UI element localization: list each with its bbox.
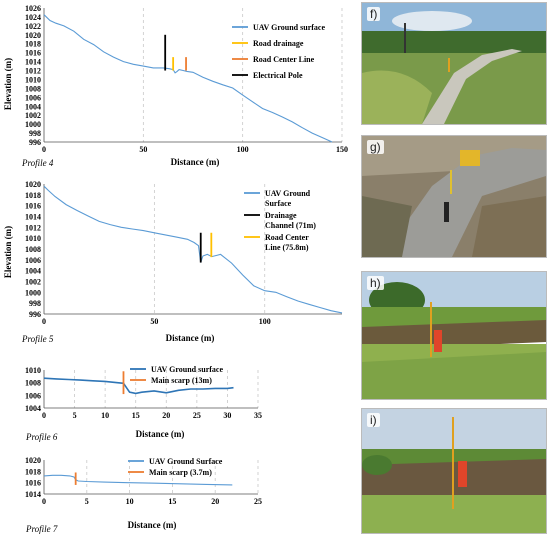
photo-h: h) bbox=[361, 271, 547, 400]
photo-i: i) bbox=[361, 408, 547, 534]
x-tick-label: 5 bbox=[73, 411, 77, 420]
x-tick-label: 30 bbox=[223, 411, 231, 420]
y-tick-label: 1012 bbox=[25, 223, 41, 232]
y-tick-label: 1016 bbox=[25, 202, 41, 211]
y-tick-label: 996 bbox=[29, 138, 41, 147]
y-tick-label: 1004 bbox=[25, 102, 41, 111]
legend-entry: Road Center Line bbox=[253, 55, 315, 64]
legend-entry: Road Center Line (75.8m) bbox=[265, 233, 309, 252]
x-tick-label: 0 bbox=[42, 411, 46, 420]
y-tick-label: 1014 bbox=[25, 58, 41, 67]
profile-6-label: Profile 6 bbox=[25, 432, 58, 442]
y-tick-label: 1010 bbox=[25, 234, 41, 243]
x-tick-label: 50 bbox=[139, 145, 147, 154]
series-line bbox=[43, 377, 234, 395]
scarp-field-photo bbox=[362, 272, 546, 399]
series-line bbox=[43, 185, 343, 314]
y-tick-label: 1026 bbox=[25, 4, 41, 13]
profile-5-ylabel: Elevation (m) bbox=[3, 226, 13, 278]
photo-g: g) bbox=[361, 135, 547, 258]
y-tick-label: 1020 bbox=[25, 31, 41, 40]
y-tick-label: 1006 bbox=[25, 93, 41, 102]
legend-entry: Drainage Channel (71m) bbox=[265, 211, 316, 230]
profile-6-xlabel: Distance (m) bbox=[136, 429, 185, 439]
profile-4-chart: 0 50 100 1509969981000100210041006100810101… bbox=[3, 4, 348, 168]
profile-7-label: Profile 7 bbox=[25, 524, 58, 534]
x-tick-label: 0 bbox=[42, 317, 46, 326]
y-tick-label: 1014 bbox=[25, 213, 41, 222]
x-tick-label: 20 bbox=[211, 497, 219, 506]
legend-entry: Road drainage bbox=[253, 39, 304, 48]
x-tick-label: 25 bbox=[254, 497, 262, 506]
y-tick-label: 1004 bbox=[25, 267, 41, 276]
y-tick-label: 1010 bbox=[25, 75, 41, 84]
profile-6-chart: 0 5 10 15 20 25 30 35 1004 1006 1008 1010 UAV Groun… bbox=[25, 365, 262, 442]
profile-7-xlabel: Distance (m) bbox=[128, 520, 177, 530]
legend-entry: UAV Ground surface bbox=[151, 365, 223, 374]
x-tick-label: 100 bbox=[237, 145, 249, 154]
road-truck-photo bbox=[362, 136, 546, 257]
y-tick-label: 1016 bbox=[25, 479, 41, 488]
x-tick-label: 10 bbox=[126, 497, 134, 506]
y-tick-label: 998 bbox=[29, 129, 41, 138]
photo-f-label: f) bbox=[367, 7, 381, 21]
y-tick-label: 1024 bbox=[25, 13, 41, 22]
y-tick-label: 1000 bbox=[25, 120, 41, 129]
x-tick-label: 35 bbox=[254, 411, 262, 420]
legend-entry: Main scarp (13m) bbox=[151, 376, 212, 385]
profile-4-xlabel: Distance (m) bbox=[171, 157, 220, 167]
x-tick-label: 50 bbox=[150, 317, 158, 326]
x-tick-label: 150 bbox=[336, 145, 348, 154]
profile-5-label: Profile 5 bbox=[21, 334, 54, 344]
y-tick-label: 1022 bbox=[25, 22, 41, 31]
profile-4-label: Profile 4 bbox=[21, 158, 54, 168]
y-tick-label: 1012 bbox=[25, 67, 41, 76]
y-tick-label: 1004 bbox=[25, 404, 41, 413]
profile-5-xlabel: Distance (m) bbox=[166, 333, 215, 343]
profile-4-ylabel: Elevation (m) bbox=[3, 58, 13, 110]
x-tick-label: 25 bbox=[193, 411, 201, 420]
y-tick-label: 998 bbox=[29, 299, 41, 308]
photo-i-label: i) bbox=[367, 413, 380, 427]
y-tick-label: 1018 bbox=[25, 467, 41, 476]
y-tick-label: 1010 bbox=[25, 366, 41, 375]
y-tick-label: 1008 bbox=[25, 379, 41, 388]
legend-entry: Main scarp (3.7m) bbox=[149, 468, 212, 477]
photo-f: f) bbox=[361, 2, 547, 125]
y-tick-label: 1002 bbox=[25, 111, 41, 120]
x-tick-label: 10 bbox=[101, 411, 109, 420]
x-tick-label: 15 bbox=[132, 411, 140, 420]
y-tick-label: 1016 bbox=[25, 49, 41, 58]
photo-h-label: h) bbox=[367, 276, 384, 290]
x-tick-label: 20 bbox=[162, 411, 170, 420]
x-tick-label: 5 bbox=[85, 497, 89, 506]
y-tick-label: 996 bbox=[29, 310, 41, 319]
x-tick-label: 15 bbox=[168, 497, 176, 506]
y-tick-label: 1006 bbox=[25, 391, 41, 400]
profile-7-chart: 0 5 10 15 20 25 1014 1016 1018 1020 UAV Ground Su… bbox=[25, 456, 262, 534]
y-tick-label: 1000 bbox=[25, 288, 41, 297]
legend-entry: UAV Ground Surface bbox=[149, 457, 223, 466]
y-tick-label: 1020 bbox=[25, 456, 41, 465]
y-tick-label: 1006 bbox=[25, 256, 41, 265]
legend-entry: Electrical Pole bbox=[253, 71, 303, 80]
series-line bbox=[43, 14, 333, 143]
y-tick-label: 1002 bbox=[25, 278, 41, 287]
y-tick-label: 1008 bbox=[25, 84, 41, 93]
y-tick-label: 1018 bbox=[25, 191, 41, 200]
road-landscape-photo bbox=[362, 3, 546, 124]
y-tick-label: 1014 bbox=[25, 490, 41, 499]
x-tick-label: 0 bbox=[42, 497, 46, 506]
y-tick-label: 1018 bbox=[25, 40, 41, 49]
legend-entry: UAV Ground surface bbox=[253, 23, 325, 32]
x-tick-label: 0 bbox=[42, 145, 46, 154]
y-tick-label: 1020 bbox=[25, 180, 41, 189]
legend-entry: UAV Ground Surface bbox=[265, 189, 311, 208]
x-tick-label: 100 bbox=[259, 317, 271, 326]
main-scarp-photo bbox=[362, 409, 546, 533]
series-line bbox=[43, 474, 233, 486]
y-tick-label: 1008 bbox=[25, 245, 41, 254]
photo-g-label: g) bbox=[367, 140, 384, 154]
